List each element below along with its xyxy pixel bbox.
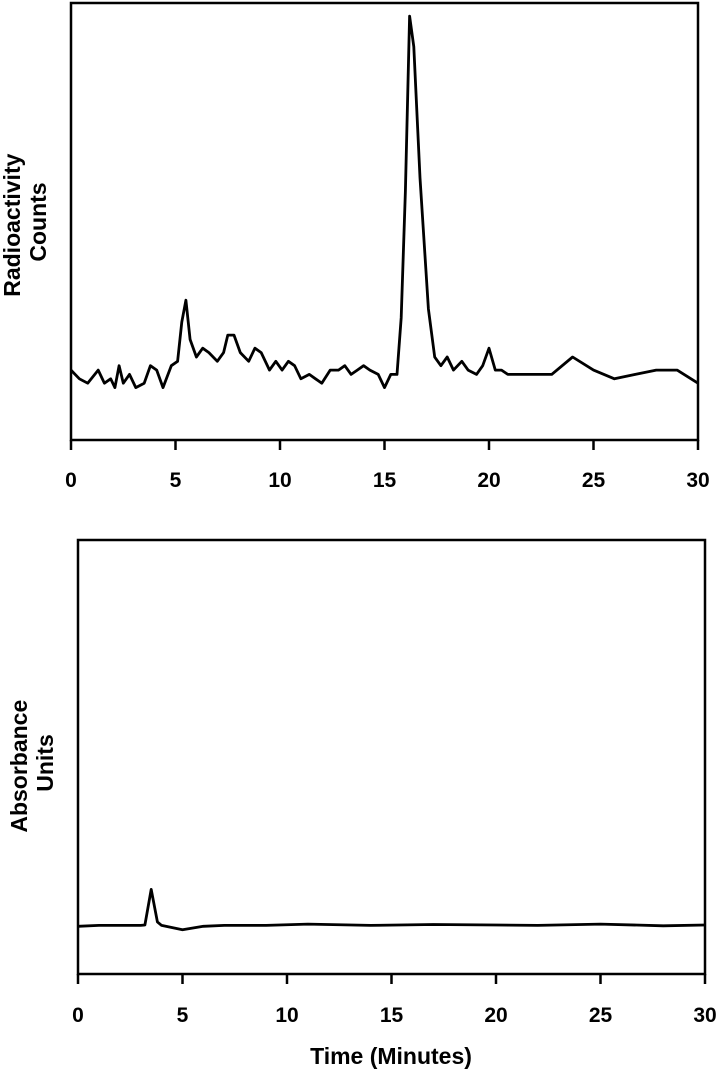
x-tick-label: 10: [275, 1004, 298, 1027]
series-group: [69, 14, 699, 390]
x-axis-tick-labels: 0 5 10 15 20 25 30: [72, 1004, 717, 1027]
y-axis-title-line-2: Units: [32, 734, 58, 792]
x-tick-label: 25: [589, 1004, 613, 1027]
y-axis-title: Absorbance Units: [6, 693, 58, 832]
x-tick-label: 5: [177, 1004, 189, 1027]
x-tick-label: 30: [686, 469, 709, 492]
x-axis-title: Time (Minutes): [310, 1043, 472, 1069]
x-tick-label: 15: [380, 1004, 404, 1027]
x-tick-label: 20: [484, 1004, 507, 1027]
x-tick-label: 0: [72, 1004, 84, 1027]
series-group: [77, 888, 706, 932]
x-tick-label: 10: [268, 469, 291, 492]
y-axis-title-line-1: Radioactivity: [0, 153, 25, 296]
absorbance-panel: 0 5 10 15 20 25 30 Absorbance Units Time (Minu…: [6, 538, 717, 1069]
y-axis-title: Radioactivity Counts: [0, 147, 51, 297]
y-axis-title-line-1: Absorbance: [6, 700, 32, 833]
y-axis-title-line-2: Counts: [25, 182, 51, 261]
x-axis-ticks: [69, 440, 700, 450]
x-tick-label: 5: [170, 469, 182, 492]
x-tick-label: 30: [693, 1004, 716, 1027]
x-tick-label: 0: [65, 469, 77, 492]
x-axis-tick-labels: 0 5 10 15 20 25 30: [65, 469, 710, 492]
x-tick-label: 20: [477, 469, 500, 492]
x-tick-label: 15: [373, 469, 397, 492]
x-axis-ticks: [76, 974, 707, 984]
radioactivity-panel: 0 5 10 15 20 25 30 Radioactivity Counts: [0, 1, 710, 492]
series-line: [77, 888, 706, 932]
series-line: [69, 14, 699, 390]
x-tick-label: 25: [582, 469, 606, 492]
plot-frame: [76, 538, 707, 976]
